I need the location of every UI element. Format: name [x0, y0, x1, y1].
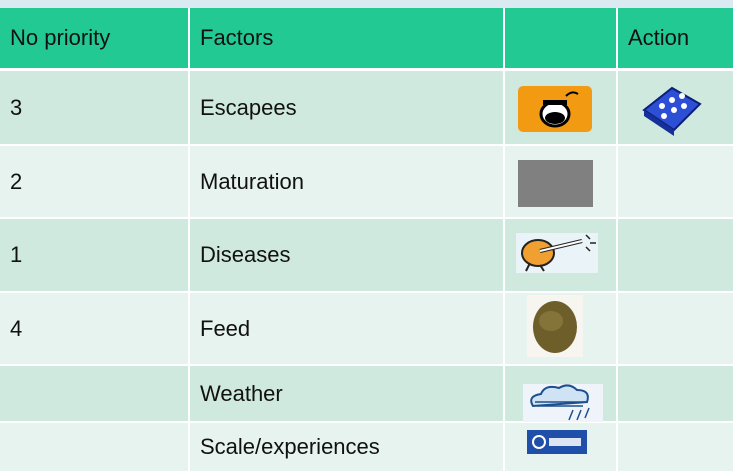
table-cell: Maturation [190, 146, 503, 217]
table-cell: Weather [190, 366, 503, 421]
scale-logo-icon [527, 430, 587, 454]
diseases-icon [516, 233, 598, 273]
empty-cell [618, 366, 733, 421]
empty-cell [618, 146, 733, 217]
table-cell: Feed [190, 293, 503, 364]
table-cell: 4 [0, 293, 188, 364]
table-cell: 2 [0, 146, 188, 217]
table-cell: 1 [0, 219, 188, 291]
empty-cell [618, 423, 733, 471]
dice-icon [642, 86, 702, 136]
table-cell: Factors [190, 8, 503, 68]
table-cell: No priority [0, 8, 188, 68]
maturation-icon [518, 160, 593, 207]
empty-cell [618, 219, 733, 291]
feed-icon [527, 295, 583, 357]
table-cell: 3 [0, 71, 188, 144]
empty-cell [0, 366, 188, 421]
table-cell: Action [618, 8, 733, 68]
empty-cell [0, 423, 188, 471]
table-cell: Scale/experiences [190, 423, 503, 471]
table-cell: Diseases [190, 219, 503, 291]
table-cell: Escapees [190, 71, 503, 144]
escapees-icon [518, 86, 592, 132]
weather-icon [523, 384, 603, 422]
empty-cell [618, 293, 733, 364]
top-strip [0, 0, 733, 8]
empty-cell [505, 8, 616, 68]
